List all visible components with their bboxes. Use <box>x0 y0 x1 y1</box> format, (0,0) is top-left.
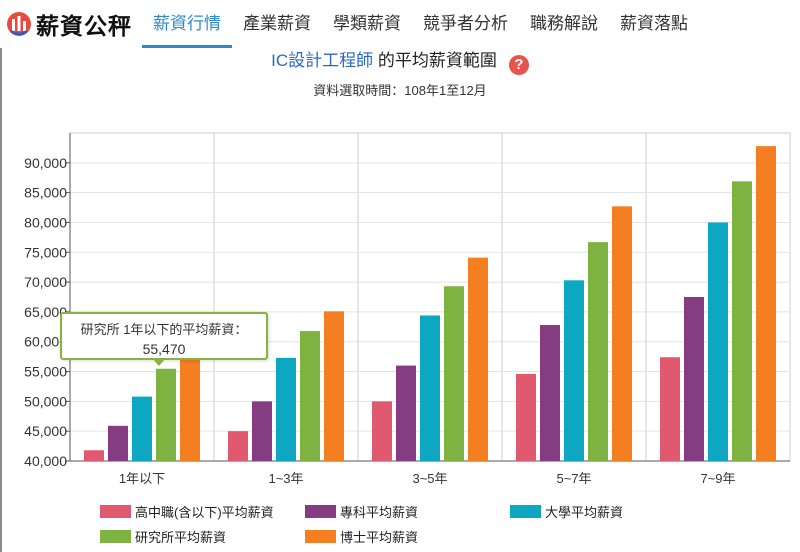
legend-label: 研究所平均薪資 <box>135 530 227 545</box>
bar <box>324 311 344 461</box>
nav-tab[interactable]: 學類薪資 <box>333 14 401 33</box>
y-tick-label: 40,000 <box>24 453 67 469</box>
y-tick-label: 55,000 <box>24 364 67 380</box>
chart-tooltip: 研究所 1年以下的平均薪資： 55,470 <box>60 312 268 360</box>
title-suffix: 的平均薪資範圍 <box>373 51 497 70</box>
legend-item[interactable]: 專科平均薪資 <box>305 502 418 521</box>
x-tick-label: 1年以下 <box>119 471 165 486</box>
x-tick-label: 7~9年 <box>700 471 735 486</box>
nav-tab[interactable]: 薪資行情 <box>142 0 232 48</box>
y-tick-label: 70,000 <box>24 274 67 290</box>
y-tick-label: 60,000 <box>24 334 67 350</box>
legend-item[interactable]: 博士平均薪資 <box>305 527 418 546</box>
chart-title: IC設計工程師 的平均薪資範圍? <box>0 49 800 75</box>
question-circle-icon[interactable]: ? <box>508 55 529 75</box>
bar <box>612 206 632 461</box>
y-tick-label: 80,000 <box>24 214 67 230</box>
bar <box>180 351 200 461</box>
legend-swatch <box>305 505 336 518</box>
bar <box>540 325 560 461</box>
bar <box>108 425 128 461</box>
bar <box>684 297 704 461</box>
y-tick-label: 90,000 <box>24 155 67 171</box>
nav-tab[interactable]: 產業薪資 <box>243 14 311 33</box>
bar <box>84 450 104 461</box>
legend-label: 專科平均薪資 <box>340 505 419 520</box>
bar <box>372 401 392 461</box>
bar <box>756 146 776 461</box>
left-divider <box>0 48 2 552</box>
y-tick-label: 85,000 <box>24 185 67 201</box>
bar <box>708 222 728 461</box>
legend-label: 大學平均薪資 <box>545 505 624 520</box>
top-navigation: 薪資公秤 薪資行情 產業薪資 學類薪資 競爭者分析 職務解說 薪資落點 <box>0 0 800 48</box>
y-tick-label: 50,000 <box>24 393 67 409</box>
bar <box>396 365 416 461</box>
bar <box>660 357 680 461</box>
legend-label: 博士平均薪資 <box>340 530 419 545</box>
salary-logo-icon <box>7 12 31 36</box>
bar <box>516 373 536 461</box>
y-tick-label: 65,000 <box>24 304 67 320</box>
y-tick-label: 45,000 <box>24 423 67 439</box>
legend-item[interactable]: 高中職(含以下)平均薪資 <box>100 502 274 521</box>
data-period-subtitle: 資料選取時間：108年1至12月 <box>313 83 487 98</box>
nav-tab[interactable]: 職務解說 <box>530 14 598 33</box>
legend-label: 高中職(含以下)平均薪資 <box>135 505 274 520</box>
bar <box>228 431 248 461</box>
y-tick-label: 75,000 <box>24 244 67 260</box>
nav-tabs: 薪資行情 產業薪資 學類薪資 競爭者分析 職務解說 薪資落點 <box>142 0 699 48</box>
x-tick-label: 1~3年 <box>268 471 303 486</box>
bar <box>468 257 488 461</box>
bar <box>732 181 752 461</box>
legend-item[interactable]: 研究所平均薪資 <box>100 527 226 546</box>
legend-swatch <box>100 505 131 518</box>
site-logo[interactable]: 薪資公秤 <box>6 8 132 40</box>
chart-legend: 高中職(含以下)平均薪資 專科平均薪資 大學平均薪資研究所平均薪資 博士平均薪資 <box>100 500 760 548</box>
legend-item[interactable]: 大學平均薪資 <box>510 502 623 521</box>
job-title-link[interactable]: IC設計工程師 <box>271 51 374 70</box>
bar <box>300 330 320 461</box>
nav-tab[interactable]: 競爭者分析 <box>423 14 508 33</box>
bar <box>252 401 272 461</box>
bar <box>132 396 152 461</box>
tooltip-value: 55,470 <box>142 341 186 357</box>
nav-tab[interactable]: 薪資落點 <box>620 14 688 33</box>
bar <box>276 357 296 461</box>
tooltip-pointer <box>152 358 166 366</box>
bar <box>156 368 176 461</box>
bar <box>588 242 608 461</box>
bar <box>564 280 584 461</box>
bar <box>420 315 440 461</box>
x-tick-label: 3~5年 <box>412 471 447 486</box>
legend-swatch <box>100 530 131 543</box>
legend-swatch <box>305 530 336 543</box>
legend-swatch <box>510 505 541 518</box>
bar <box>444 286 464 461</box>
x-tick-label: 5~7年 <box>556 471 591 486</box>
tooltip-label: 研究所 1年以下的平均薪資： <box>80 322 248 337</box>
logo-text: 薪資公秤 <box>36 13 132 40</box>
